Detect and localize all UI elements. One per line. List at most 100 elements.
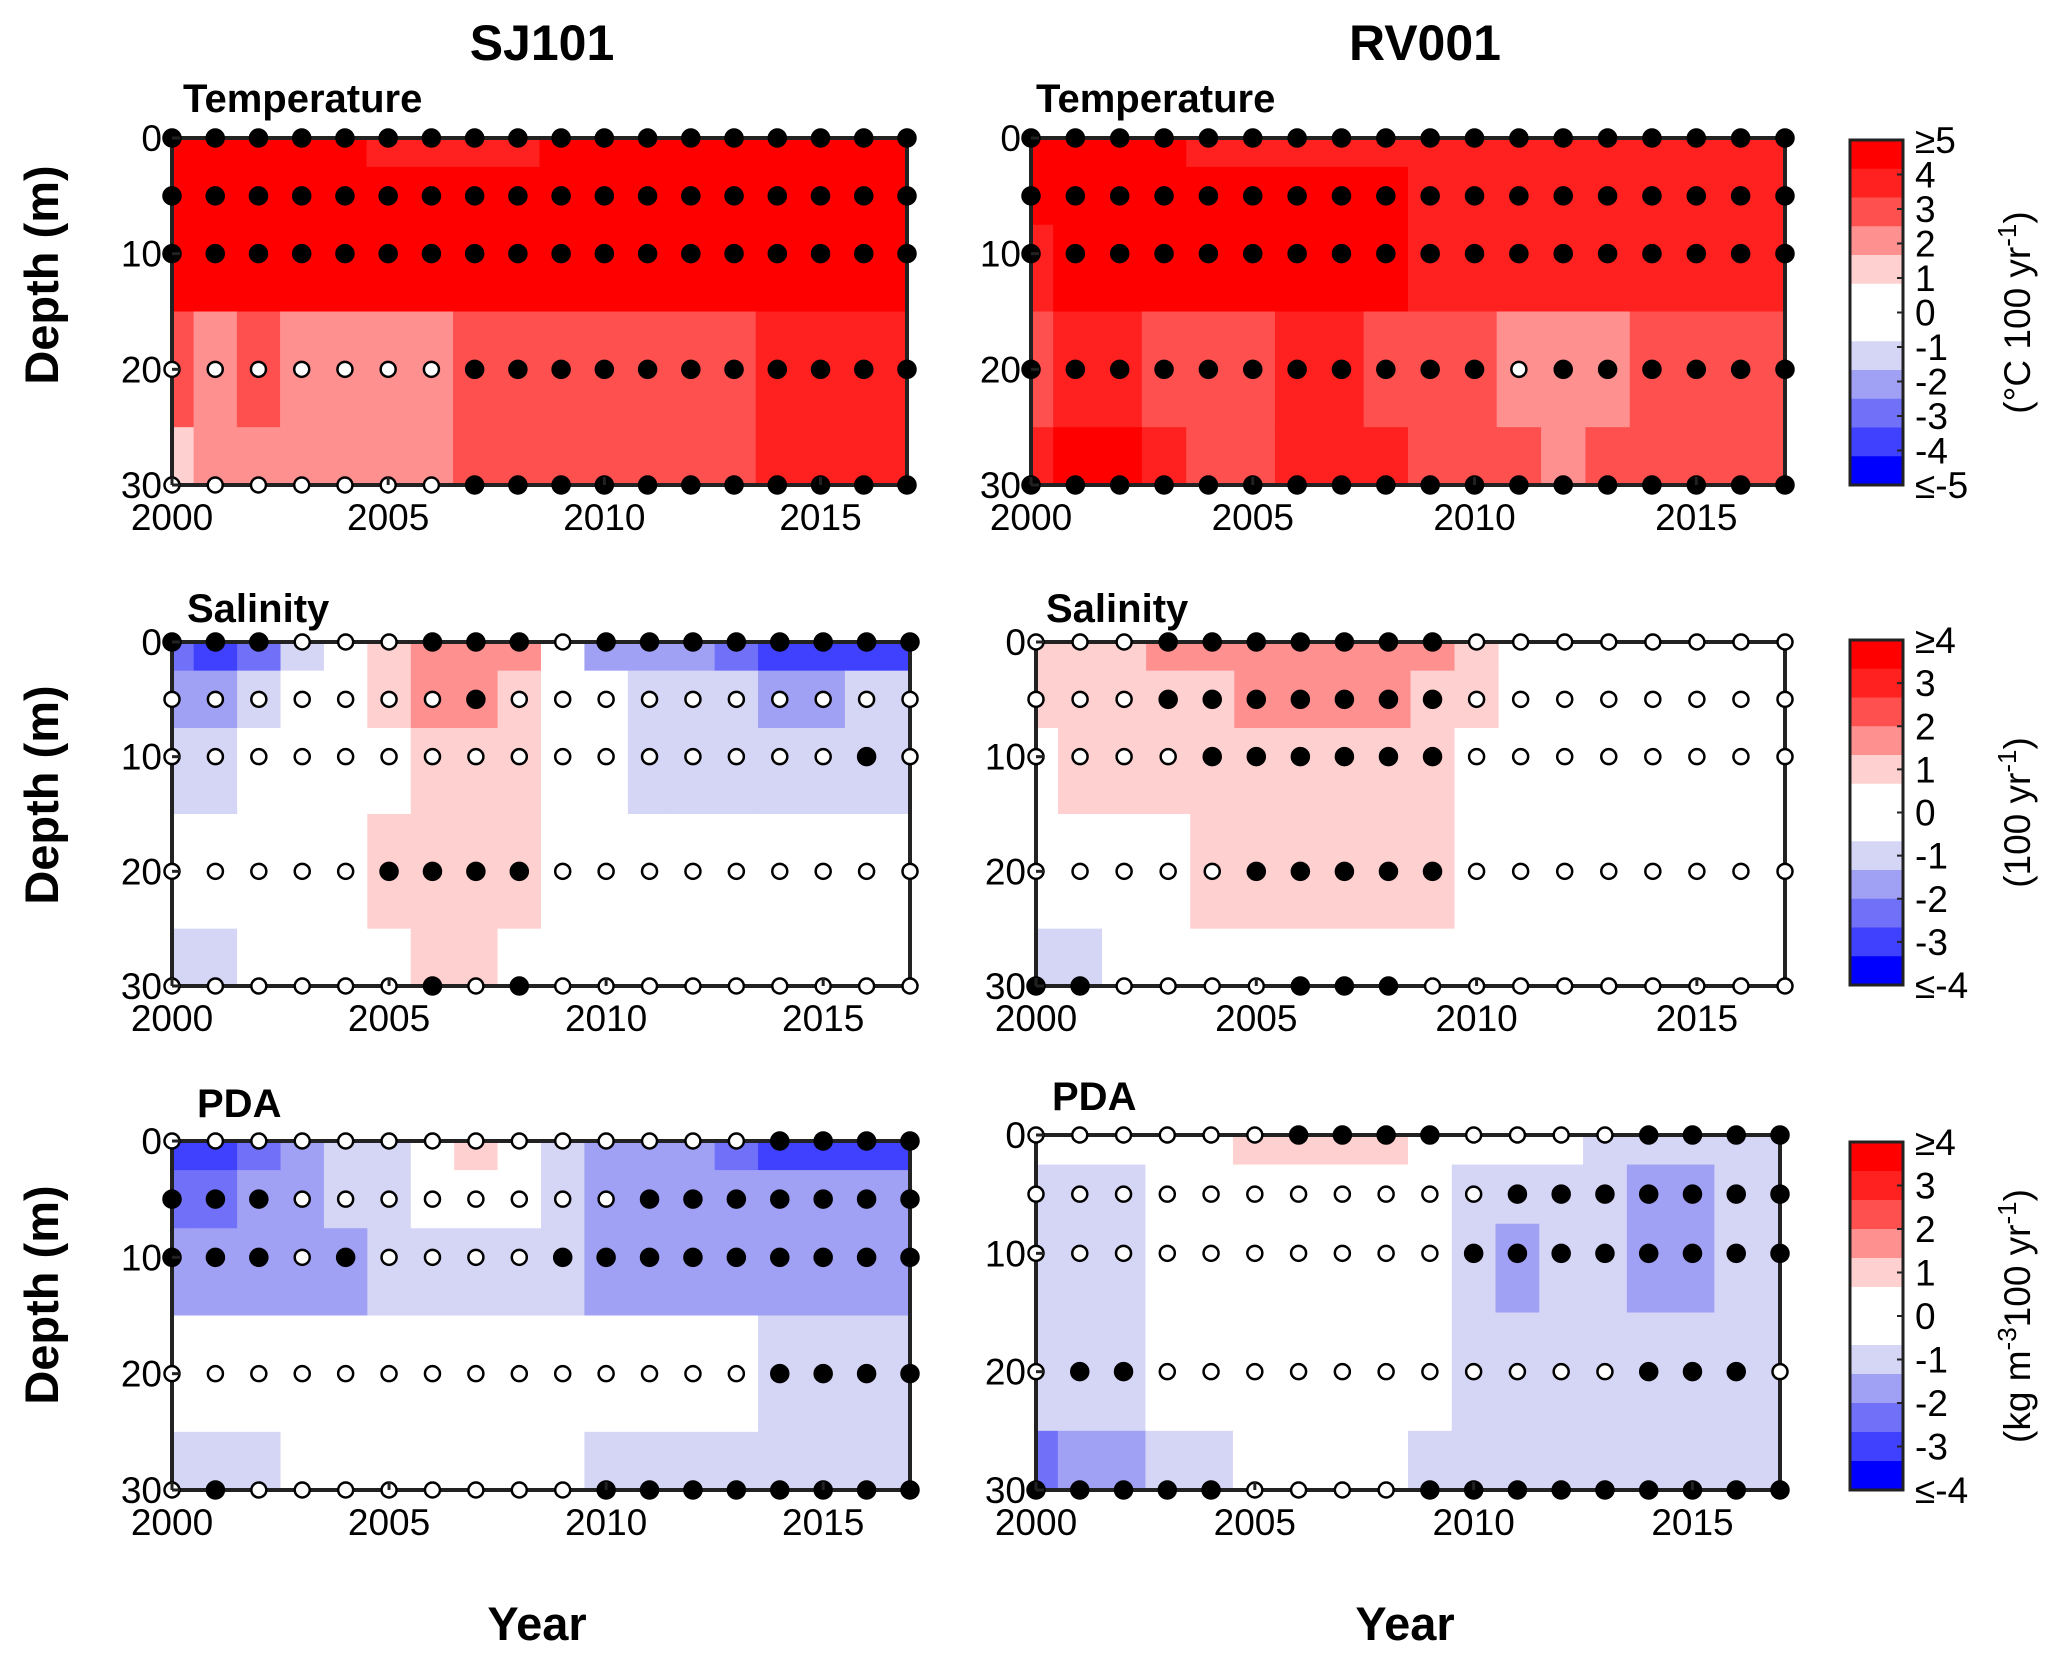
significant-marker xyxy=(205,1480,226,1500)
x-axis-label-left: Year xyxy=(487,1597,586,1650)
colorbar-tick-label: ≥5 xyxy=(1915,120,1956,161)
significant-marker xyxy=(856,1363,877,1384)
heat-cell xyxy=(1274,224,1320,313)
non-significant-marker xyxy=(1776,862,1794,881)
non-significant-marker xyxy=(293,747,311,766)
significant-marker xyxy=(249,1247,269,1268)
significant-marker xyxy=(1290,976,1311,996)
non-significant-marker xyxy=(1159,977,1177,995)
heat-cell xyxy=(888,670,911,729)
heat-cell xyxy=(714,928,759,987)
colorbar-swatch xyxy=(1850,1403,1903,1433)
significant-marker xyxy=(1065,243,1086,264)
heat-cell xyxy=(1036,1164,1059,1225)
non-significant-marker xyxy=(292,476,311,494)
heat-cell xyxy=(1036,1223,1059,1314)
non-significant-marker xyxy=(1246,1126,1264,1144)
significant-marker xyxy=(205,243,225,264)
significant-marker xyxy=(724,359,744,380)
significant-marker xyxy=(205,186,225,206)
significant-marker xyxy=(551,475,571,495)
heat-cell xyxy=(1408,224,1453,313)
heat-cell xyxy=(1053,224,1099,313)
y-tick-label: 20 xyxy=(985,1352,1026,1393)
significant-marker xyxy=(1198,359,1219,380)
significant-marker xyxy=(1198,243,1219,264)
heat-cell xyxy=(410,1228,455,1317)
heat-cell xyxy=(714,728,759,815)
significant-marker xyxy=(810,243,831,264)
non-significant-marker xyxy=(1333,1185,1352,1203)
significant-marker xyxy=(1109,475,1130,495)
non-significant-marker xyxy=(553,977,572,995)
non-significant-marker xyxy=(1333,1362,1352,1381)
heat-cell xyxy=(1762,814,1786,930)
significant-marker xyxy=(810,186,831,206)
significant-marker xyxy=(464,186,485,206)
heat-cell xyxy=(323,728,368,815)
heat-cell xyxy=(237,1431,282,1491)
significant-marker xyxy=(1422,689,1443,710)
non-significant-marker xyxy=(640,747,659,766)
significant-marker xyxy=(1378,746,1399,767)
non-significant-marker xyxy=(1114,1126,1133,1144)
significant-marker xyxy=(1730,128,1751,148)
non-significant-marker xyxy=(336,633,355,651)
significant-marker xyxy=(466,861,486,882)
colorbar-tick-label: ≥4 xyxy=(1915,620,1956,661)
colorbar-swatch xyxy=(1850,1258,1903,1288)
heat-cell xyxy=(323,224,368,313)
significant-marker xyxy=(1595,1480,1615,1500)
non-significant-marker xyxy=(336,476,354,494)
non-significant-marker xyxy=(1202,1244,1220,1263)
significant-marker xyxy=(1154,475,1174,495)
heat-cell xyxy=(1762,311,1786,428)
significant-marker xyxy=(1642,243,1662,264)
significant-marker xyxy=(1287,128,1307,148)
heat-cell xyxy=(410,1431,455,1491)
heat-cell xyxy=(1102,728,1147,815)
non-significant-marker xyxy=(1158,1362,1177,1381)
significant-marker xyxy=(1154,243,1174,264)
significant-marker xyxy=(551,243,571,264)
heat-cell xyxy=(367,728,412,815)
significant-marker xyxy=(551,128,571,148)
heat-cell xyxy=(1031,166,1054,226)
heat-cell xyxy=(454,928,499,987)
colorbar-swatch xyxy=(1850,341,1903,371)
panel-title-temp-rv001: Temperature xyxy=(1036,77,1275,121)
significant-marker xyxy=(1775,243,1795,264)
non-significant-marker xyxy=(901,977,919,995)
significant-marker xyxy=(683,1480,703,1500)
non-significant-marker xyxy=(293,1132,311,1150)
significant-marker xyxy=(1243,186,1263,206)
significant-marker xyxy=(1638,1125,1659,1145)
heat-cell xyxy=(1234,728,1279,815)
heat-cell xyxy=(1364,1223,1409,1314)
significant-marker xyxy=(291,243,312,264)
significant-marker xyxy=(378,128,398,148)
x-tick-label: 2005 xyxy=(1212,497,1294,538)
colorbar-swatch xyxy=(1850,1171,1903,1201)
non-significant-marker xyxy=(684,690,702,709)
heat-cell xyxy=(1583,1223,1628,1314)
non-significant-marker xyxy=(901,690,919,709)
heat-cell xyxy=(497,1228,542,1317)
heat-cell xyxy=(798,224,843,313)
non-significant-marker xyxy=(553,1364,572,1383)
significant-marker xyxy=(1290,746,1311,767)
heat-cell xyxy=(454,1228,499,1317)
non-significant-marker xyxy=(640,1364,659,1383)
heat-cell xyxy=(584,1228,629,1317)
heat-cell xyxy=(1189,1223,1234,1314)
heat-cell xyxy=(323,427,368,486)
heat-cell xyxy=(844,728,889,815)
heat-cell xyxy=(582,224,627,313)
significant-marker xyxy=(1332,1125,1353,1145)
significant-marker xyxy=(1202,632,1222,652)
significant-marker xyxy=(1065,186,1086,206)
non-significant-marker xyxy=(423,1132,442,1150)
heat-cell xyxy=(758,728,803,815)
non-significant-marker xyxy=(1644,633,1662,651)
